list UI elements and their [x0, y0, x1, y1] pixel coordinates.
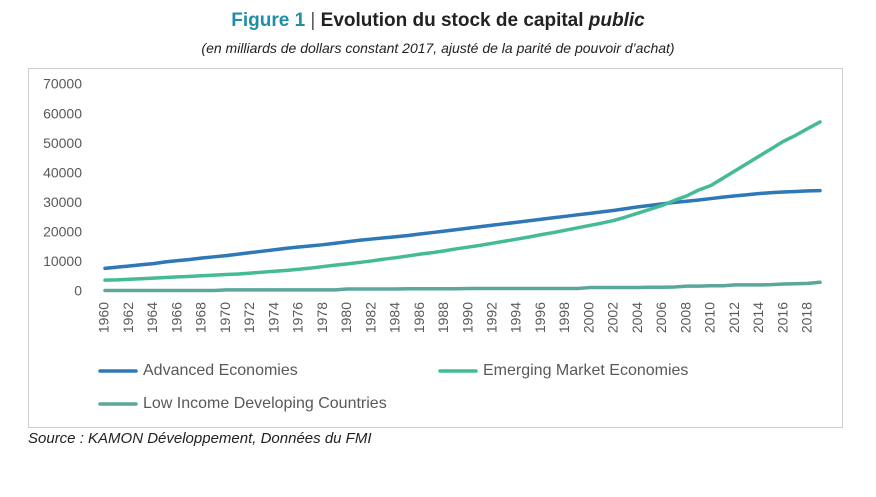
x-tick-label: 1960: [96, 302, 112, 333]
x-tick-label: 2002: [605, 302, 621, 333]
y-tick-label: 40000: [43, 164, 82, 180]
y-tick-label: 70000: [43, 76, 82, 92]
title-emphasis: public: [588, 10, 645, 31]
y-tick-label: 60000: [43, 105, 82, 121]
x-tick-label: 1982: [362, 302, 378, 333]
x-tick-label: 1970: [217, 302, 233, 333]
legend-label: Emerging Market Economies: [483, 362, 688, 379]
x-tick-label: 2004: [629, 302, 645, 333]
series-line: [103, 188, 822, 271]
x-tick-label: 1974: [265, 302, 281, 333]
x-tick-label: 1966: [168, 302, 184, 333]
x-tick-label: 1988: [435, 302, 451, 333]
legend-label: Low Income Developing Countries: [143, 395, 387, 412]
y-tick-label: 30000: [43, 194, 82, 210]
x-tick-label: 1964: [144, 302, 160, 333]
chart-title: Figure 1 | Evolution du stock de capital…: [0, 10, 876, 32]
y-tick-label: 10000: [43, 253, 82, 269]
x-tick-label: 1990: [459, 302, 475, 333]
legend-label: Advanced Economies: [143, 362, 298, 379]
x-tick-label: 1998: [556, 302, 572, 333]
x-tick-label: 1978: [314, 302, 330, 333]
y-tick-label: 50000: [43, 135, 82, 151]
x-tick-label: 1984: [387, 302, 403, 333]
series-line: [103, 120, 822, 282]
x-tick-label: 2010: [702, 302, 718, 333]
x-tick-label: 1986: [411, 302, 427, 333]
x-tick-label: 2000: [580, 302, 596, 333]
x-tick-label: 1992: [483, 302, 499, 333]
chart-subtitle: (en milliards de dollars constant 2017, …: [201, 40, 675, 56]
x-tick-label: 1972: [241, 302, 257, 333]
figure-label: Figure 1: [231, 10, 306, 31]
title-separator: |: [310, 10, 316, 31]
x-tick-label: 1962: [120, 302, 136, 333]
x-tick-label: 2014: [750, 302, 766, 333]
chart-frame: [28, 68, 843, 428]
x-tick-label: 1994: [508, 302, 524, 333]
x-tick-label: 2006: [653, 302, 669, 333]
x-tick-label: 2008: [677, 302, 693, 333]
x-tick-label: 1968: [193, 302, 209, 333]
source-note: Source : KAMON Développement, Données du…: [28, 430, 372, 447]
y-tick-label: 20000: [43, 224, 82, 240]
x-tick-label: 2012: [726, 302, 742, 333]
x-tick-label: 1976: [290, 302, 306, 333]
x-tick-label: 1980: [338, 302, 354, 333]
x-tick-label: 2016: [774, 302, 790, 333]
x-tick-label: 2018: [799, 302, 815, 333]
title-text: Evolution du stock de capital: [320, 10, 584, 31]
y-tick-label: 0: [74, 283, 82, 299]
series-line: [103, 280, 822, 293]
x-tick-label: 1996: [532, 302, 548, 333]
